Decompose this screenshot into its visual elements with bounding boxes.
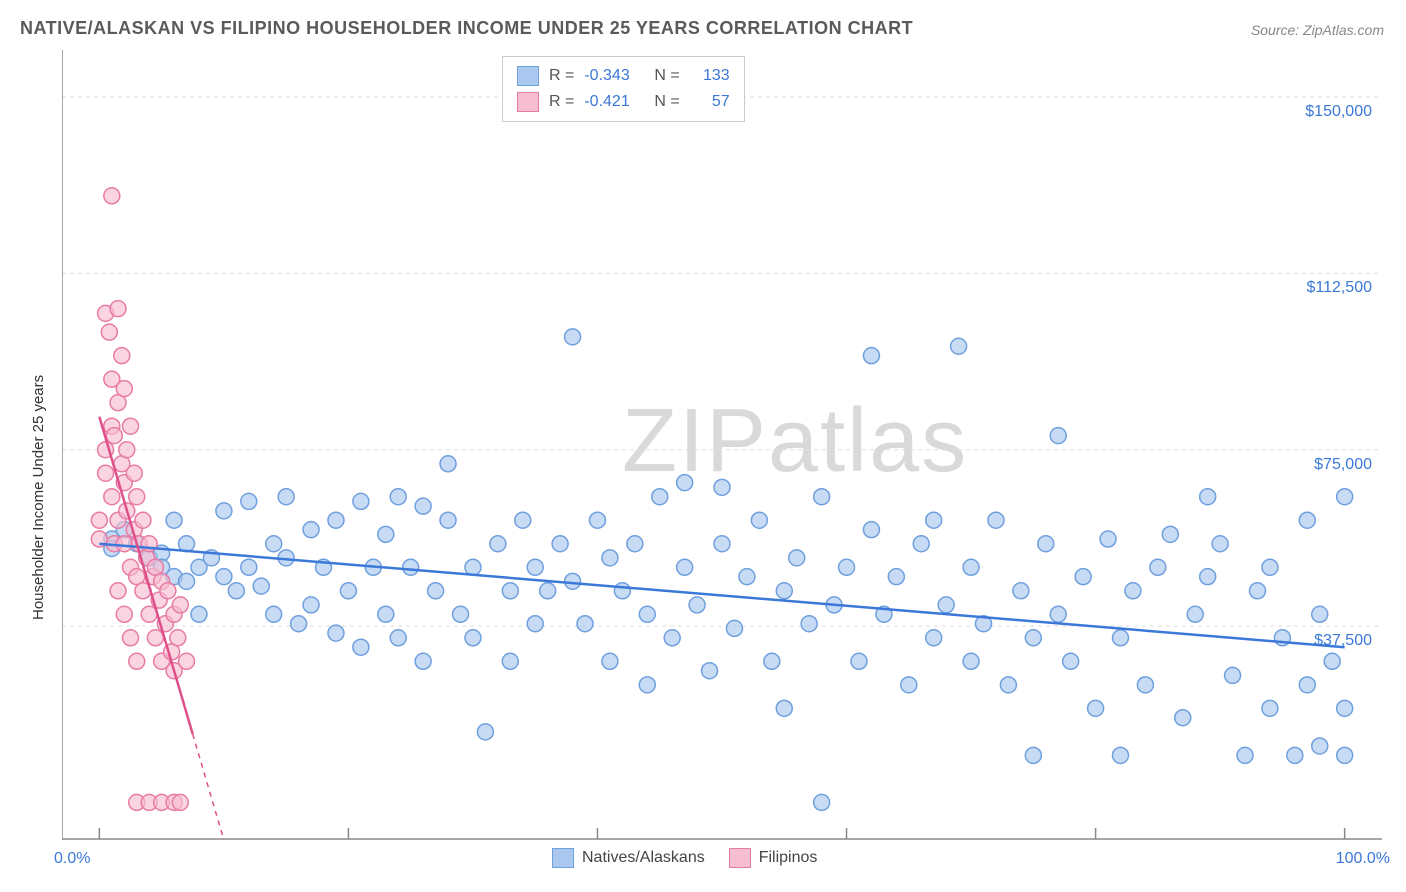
legend-swatch (517, 92, 539, 112)
y-axis-label: Householder Income Under 25 years (30, 375, 47, 620)
y-tick-label: $75,000 (1272, 456, 1372, 474)
legend-n-value: 133 (690, 67, 730, 85)
y-tick-label: $112,500 (1272, 279, 1372, 297)
y-tick-label: $37,500 (1272, 632, 1372, 650)
legend-n-value: 57 (690, 93, 730, 111)
correlation-legend: R = -0.343 N = 133 R = -0.421 N = 57 (502, 56, 745, 122)
legend-r-label: R = (549, 67, 574, 85)
plot-area: ZIPatlas R =-0.343N =133R =-0.421N =57 $… (62, 50, 1382, 840)
legend-swatch (552, 848, 574, 868)
legend-r-label: R = (549, 93, 574, 111)
y-tick-label: $150,000 (1272, 103, 1372, 121)
series-legend-item: Filipinos (729, 848, 818, 868)
x-max-label: 100.0% (1336, 850, 1390, 868)
series-name: Filipinos (759, 849, 818, 867)
legend-row: R = -0.343 N = 133 (517, 63, 730, 89)
legend-swatch (729, 848, 751, 868)
scatter-svg (62, 50, 1382, 840)
series-legend-item: Natives/Alaskans (552, 848, 705, 868)
legend-r-value: -0.421 (584, 93, 644, 111)
chart-container: NATIVE/ALASKAN VS FILIPINO HOUSEHOLDER I… (0, 0, 1406, 892)
legend-row: R = -0.421 N = 57 (517, 89, 730, 115)
series-legend: Natives/Alaskans Filipinos (552, 848, 817, 868)
x-min-label: 0.0% (54, 850, 90, 868)
series-name: Natives/Alaskans (582, 849, 705, 867)
source-attribution: Source: ZipAtlas.com (1251, 22, 1384, 38)
legend-swatch (517, 66, 539, 86)
legend-n-label: N = (654, 93, 679, 111)
legend-r-value: -0.343 (584, 67, 644, 85)
legend-n-label: N = (654, 67, 679, 85)
chart-title: NATIVE/ALASKAN VS FILIPINO HOUSEHOLDER I… (20, 18, 913, 39)
